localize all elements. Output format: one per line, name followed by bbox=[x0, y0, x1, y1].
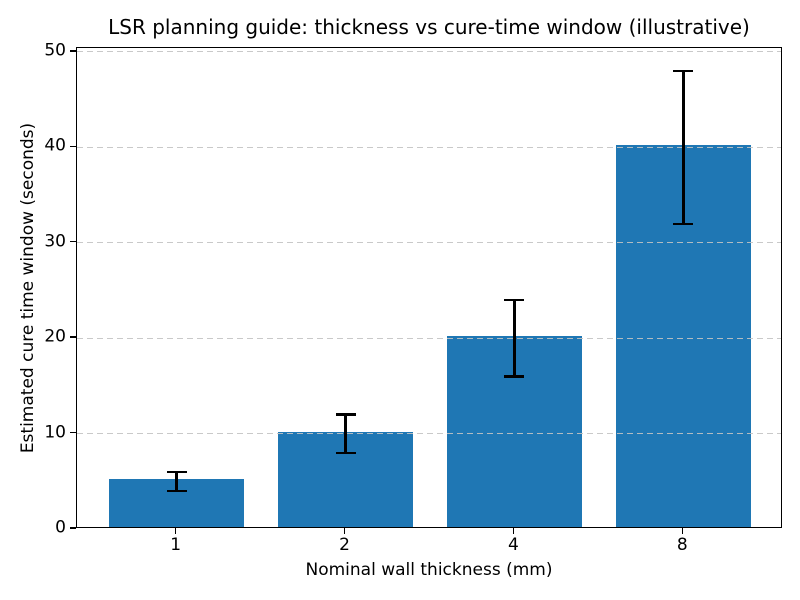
error-bar-cap bbox=[673, 222, 694, 226]
error-bar bbox=[175, 471, 178, 491]
y-tick-label: 10 bbox=[44, 422, 66, 443]
x-tick-label: 4 bbox=[508, 535, 519, 555]
error-bar-cap bbox=[335, 451, 356, 455]
x-tick-mark bbox=[343, 528, 346, 534]
y-tick-mark bbox=[70, 240, 76, 243]
gridline bbox=[77, 337, 781, 339]
error-bar bbox=[682, 70, 685, 224]
y-tick-label: 20 bbox=[44, 326, 66, 347]
y-tick-label: 40 bbox=[44, 135, 66, 156]
y-axis-label-wrap: Estimated cure time window (seconds) bbox=[17, 47, 39, 528]
error-bar bbox=[513, 299, 516, 377]
y-tick-label: 50 bbox=[44, 40, 66, 61]
gridline bbox=[77, 433, 781, 435]
error-bar bbox=[344, 414, 347, 453]
x-tick-mark bbox=[681, 528, 684, 534]
y-tick-mark bbox=[70, 50, 76, 52]
gridline bbox=[77, 51, 781, 53]
x-tick-mark bbox=[512, 528, 515, 534]
gridline bbox=[77, 242, 781, 244]
plot-area bbox=[76, 47, 782, 528]
y-tick-mark bbox=[70, 431, 76, 434]
x-tick-mark bbox=[174, 528, 177, 534]
error-bar-cap bbox=[504, 375, 525, 378]
error-bar-cap bbox=[335, 413, 356, 416]
y-tick-mark bbox=[70, 336, 76, 338]
error-bar-cap bbox=[166, 489, 187, 493]
x-tick-label: 8 bbox=[676, 535, 688, 555]
y-tick-mark bbox=[70, 145, 76, 147]
chart-title: LSR planning guide: thickness vs cure-ti… bbox=[108, 15, 750, 39]
gridline bbox=[77, 146, 781, 148]
y-tick-label: 30 bbox=[44, 231, 66, 252]
error-bar-cap bbox=[166, 470, 187, 474]
y-axis-label: Estimated cure time window (seconds) bbox=[18, 122, 39, 453]
x-tick-label: 1 bbox=[170, 535, 182, 555]
y-tick-mark bbox=[70, 527, 76, 529]
error-bar-cap bbox=[504, 298, 525, 302]
x-axis-label: Nominal wall thickness (mm) bbox=[305, 560, 553, 580]
error-bar-cap bbox=[673, 69, 694, 73]
y-tick-label: 0 bbox=[55, 517, 66, 538]
x-tick-label: 2 bbox=[339, 535, 350, 555]
